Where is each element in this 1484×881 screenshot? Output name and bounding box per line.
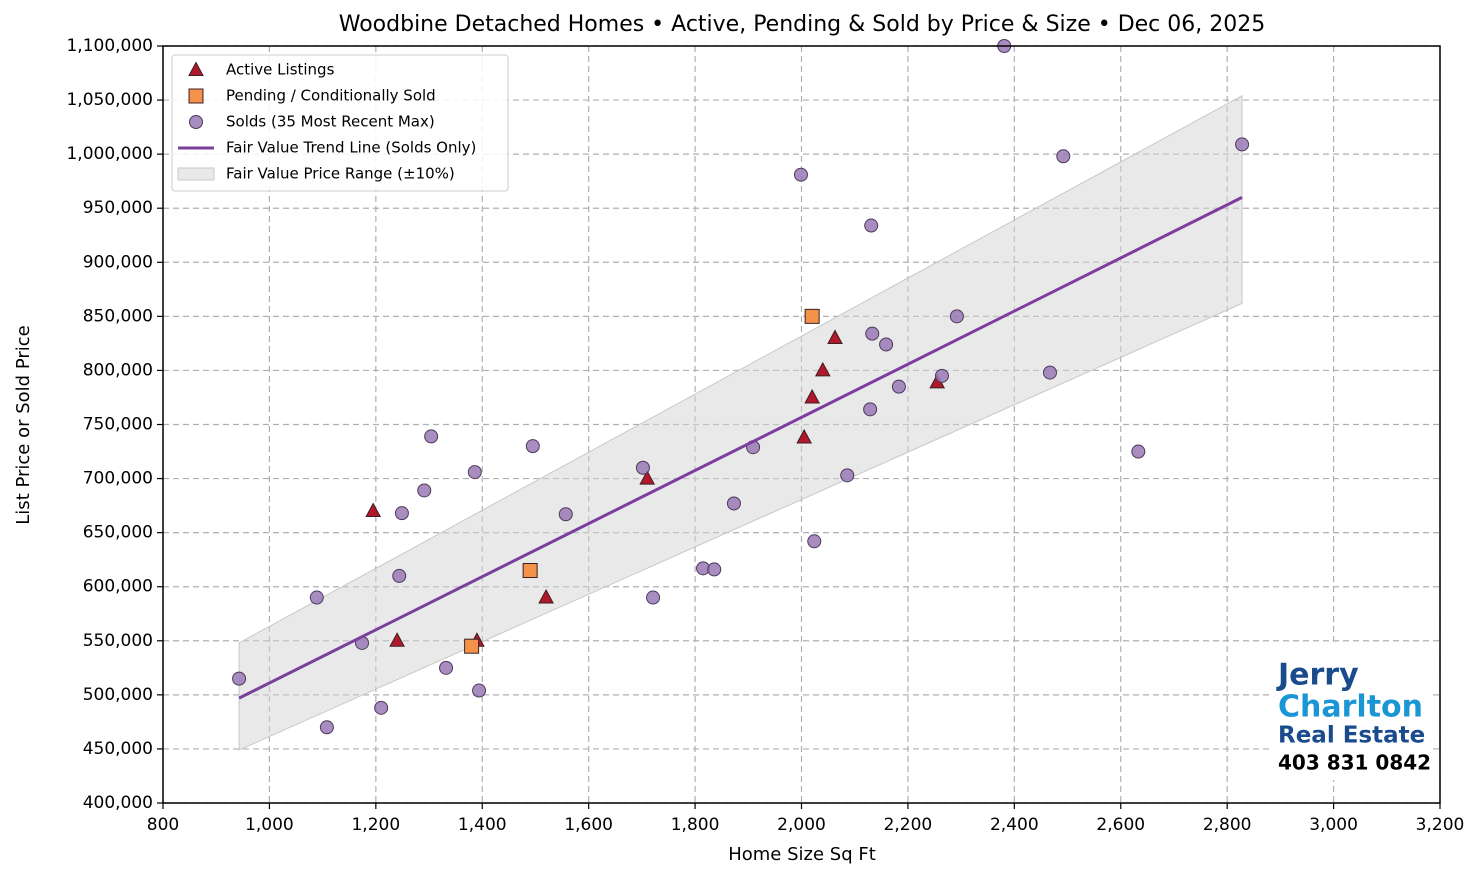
circle-marker (793, 167, 808, 182)
x-tick-label: 800 (147, 815, 179, 835)
y-tick-label: 500,000 (83, 685, 153, 705)
circle-marker (635, 460, 650, 475)
logo-background (1270, 642, 1430, 780)
x-tick-label: 1,800 (671, 815, 720, 835)
circle-marker (394, 506, 409, 521)
circle-marker (424, 429, 439, 444)
circle-marker (309, 590, 324, 605)
circle-marker (1042, 365, 1057, 380)
x-tick-label: 1,200 (351, 815, 400, 835)
x-axis-label: Home Size Sq Ft (728, 844, 876, 865)
legend-label: Solds (35 Most Recent Max) (226, 113, 435, 131)
circle-marker (392, 568, 407, 583)
circle-marker (879, 337, 894, 352)
circle-marker (646, 590, 661, 605)
circle-marker (863, 402, 878, 417)
triangle-marker (538, 588, 554, 604)
y-tick-label: 700,000 (83, 469, 153, 489)
legend-label: Pending / Conditionally Sold (226, 87, 436, 105)
triangle-marker (814, 361, 831, 377)
legend-box (171, 54, 509, 192)
square-marker (522, 562, 538, 578)
x-tick-label: 2,200 (884, 815, 933, 835)
y-tick-label: 900,000 (83, 252, 153, 272)
circle-marker (374, 700, 389, 715)
y-tick-label: 750,000 (83, 415, 153, 435)
chart-title: Woodbine Detached Homes • Active, Pendin… (339, 12, 1265, 37)
y-tick-label: 600,000 (83, 577, 153, 597)
y-tick-label: 450,000 (83, 739, 153, 759)
trend-line (238, 196, 1243, 700)
legend-label: Active Listings (226, 61, 335, 79)
legend: Active Listings Pending / Conditionally S… (171, 54, 509, 192)
x-tick-label: 3,000 (1309, 815, 1358, 835)
circle-marker (319, 720, 334, 735)
band-layer (238, 94, 1243, 751)
x-tick-label: 3,200 (1416, 815, 1465, 835)
triangle-marker (804, 388, 820, 404)
square-marker (804, 308, 820, 324)
y-tick-label: 550,000 (83, 631, 153, 651)
x-tick-label: 2,400 (990, 815, 1039, 835)
y-tick-label: 650,000 (83, 523, 153, 543)
mark-layer (232, 39, 1250, 735)
logo-name: Jerry (1276, 658, 1359, 693)
y-tick-label: 1,050,000 (66, 90, 153, 110)
logo-name: Charlton (1278, 690, 1423, 725)
circle-marker (1235, 137, 1250, 152)
y-tick-label: 1,000,000 (66, 144, 153, 164)
legend-swatch (188, 61, 204, 76)
y-tick-label: 850,000 (83, 306, 153, 326)
circle-marker (417, 483, 432, 498)
x-tick-label: 2,600 (1096, 815, 1145, 835)
circle-marker (891, 379, 906, 394)
circle-marker (807, 534, 822, 549)
y-tick-label: 950,000 (83, 198, 153, 218)
x-tick-label: 1,600 (564, 815, 613, 835)
triangle-marker (389, 632, 405, 647)
triangle-marker (827, 329, 843, 344)
triangle-marker (639, 470, 656, 485)
range-band (238, 94, 1243, 751)
y-tick-label: 1,100,000 (66, 36, 153, 56)
circle-marker (472, 683, 487, 698)
circle-marker (865, 326, 880, 341)
circle-marker (439, 660, 454, 675)
circle-marker (1131, 444, 1146, 459)
circle-marker (232, 671, 247, 686)
y-tick-label: 400,000 (83, 793, 153, 813)
legend-swatch (177, 167, 215, 181)
y-tick-label: 800,000 (83, 360, 153, 380)
legend-label: Fair Value Trend Line (Solds Only) (226, 139, 476, 157)
circle-marker (707, 562, 722, 577)
circle-marker (1056, 149, 1071, 164)
circle-marker (525, 439, 540, 454)
circle-marker (726, 496, 741, 511)
square-marker (464, 638, 480, 654)
x-tick-label: 2,800 (1203, 815, 1252, 835)
circle-marker (558, 507, 573, 522)
y-axis-label: List Price or Sold Price (13, 325, 34, 524)
triangle-marker (365, 502, 382, 518)
legend-swatch (189, 115, 203, 129)
circle-marker (949, 309, 964, 324)
circle-marker (467, 465, 482, 480)
circle-marker (864, 218, 879, 233)
logo-subtitle: Real Estate (1278, 723, 1425, 749)
legend-swatch (188, 88, 204, 104)
logo-phone: 403 831 0842 (1278, 751, 1431, 775)
circle-marker (840, 468, 855, 483)
x-tick-label: 1,000 (245, 815, 294, 835)
x-tick-label: 1,400 (458, 815, 507, 835)
circle-marker (934, 368, 949, 383)
legend-label: Fair Value Price Range (±10%) (226, 165, 455, 183)
triangle-marker (796, 428, 812, 444)
x-tick-label: 2,000 (777, 815, 826, 835)
